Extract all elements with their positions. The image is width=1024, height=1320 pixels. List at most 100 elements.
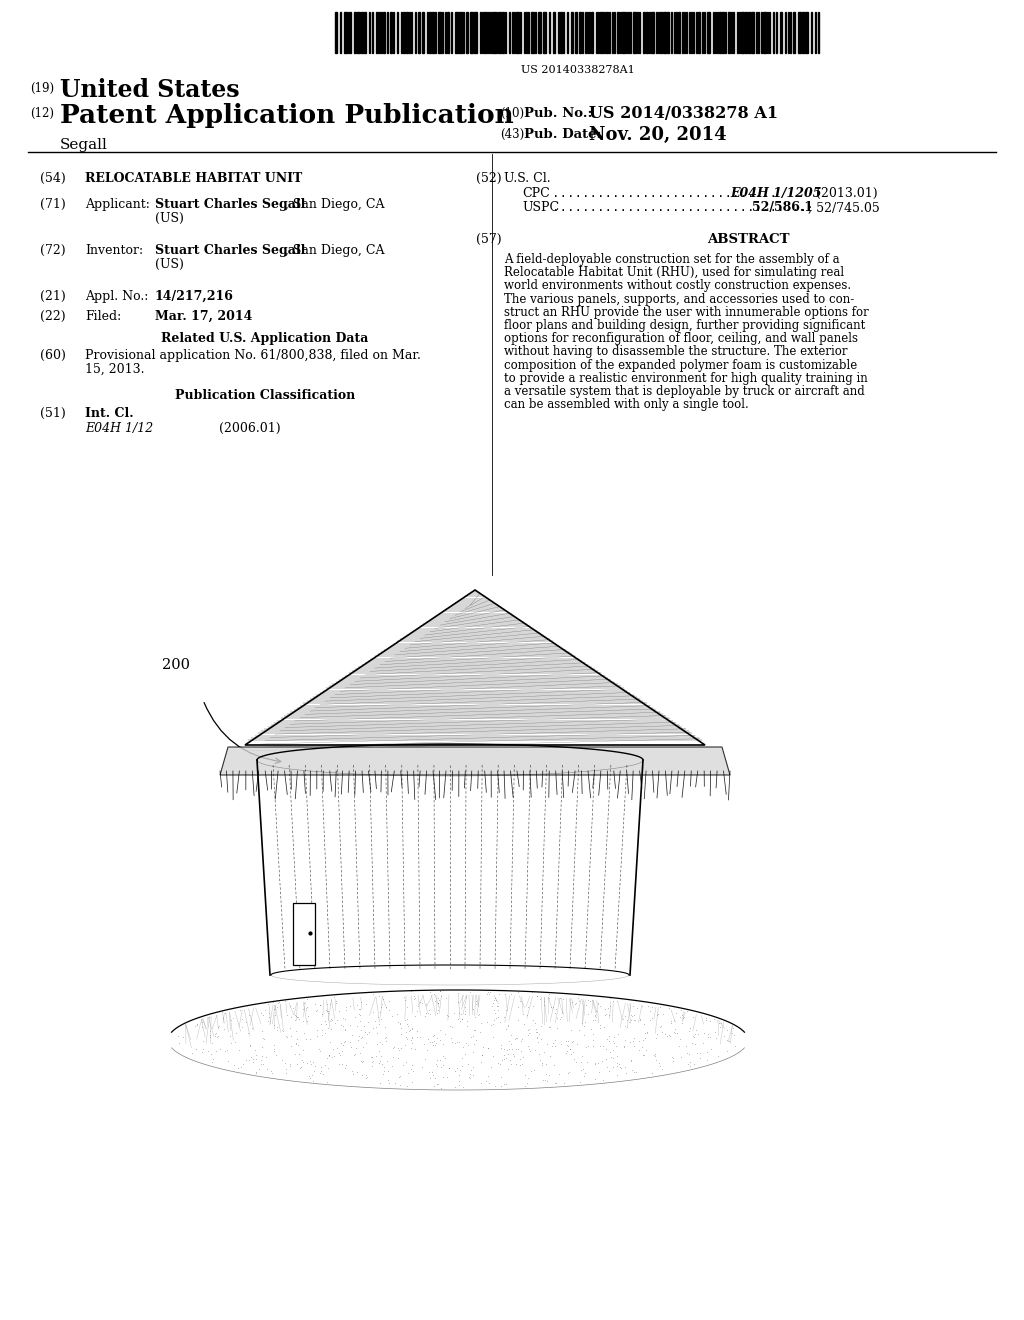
Text: (US): (US) [155, 257, 184, 271]
Bar [798, 12, 801, 53]
Bar [383, 12, 385, 53]
Bar [780, 12, 782, 53]
Text: RELOCATABLE HABITAT UNIT: RELOCATABLE HABITAT UNIT [85, 172, 302, 185]
Bar [432, 12, 434, 53]
Text: (51): (51) [40, 407, 66, 420]
Bar [538, 12, 541, 53]
Text: (19): (19) [30, 82, 54, 95]
Bar [617, 12, 618, 53]
Text: (2013.01): (2013.01) [812, 187, 878, 201]
Bar [667, 12, 669, 53]
Bar [591, 12, 593, 53]
Text: A field-deployable construction set for the assembly of a: A field-deployable construction set for … [504, 253, 840, 267]
Polygon shape [245, 590, 705, 744]
Bar [579, 12, 581, 53]
Text: (2006.01): (2006.01) [175, 422, 281, 436]
Bar [805, 12, 808, 53]
Bar [354, 12, 356, 53]
Bar [543, 12, 546, 53]
Bar [438, 12, 441, 53]
Bar [745, 12, 746, 53]
Bar [663, 12, 666, 53]
Text: Publication Classification: Publication Classification [175, 389, 355, 403]
Bar [406, 12, 408, 53]
Text: world environments without costly construction expenses.: world environments without costly constr… [504, 280, 851, 293]
Bar [335, 12, 337, 53]
Text: can be assembled with only a single tool.: can be assembled with only a single tool… [504, 399, 749, 412]
Text: a versatile system that is deployable by truck or aircraft and: a versatile system that is deployable by… [504, 385, 864, 399]
Text: Stuart Charles Segall: Stuart Charles Segall [155, 198, 305, 211]
Bar [447, 12, 449, 53]
Text: struct an RHU provide the user with innumerable options for: struct an RHU provide the user with innu… [504, 306, 868, 319]
Bar [403, 12, 406, 53]
Text: 15, 2013.: 15, 2013. [85, 363, 144, 376]
Bar [344, 12, 347, 53]
Text: (22): (22) [40, 310, 66, 323]
Bar [643, 12, 645, 53]
Bar [470, 12, 473, 53]
Bar [802, 12, 804, 53]
Text: (43): (43) [500, 128, 524, 141]
Bar [361, 12, 362, 53]
Text: Relocatable Habitat Unit (RHU), used for simulating real: Relocatable Habitat Unit (RHU), used for… [504, 267, 844, 280]
Text: Inventor:: Inventor: [85, 244, 143, 257]
Bar [516, 12, 519, 53]
Bar [422, 12, 424, 53]
Text: (60): (60) [40, 348, 66, 362]
Text: (52): (52) [476, 172, 502, 185]
Text: CPC: CPC [522, 187, 550, 201]
Text: Stuart Charles Segall: Stuart Charles Segall [155, 244, 305, 257]
Bar [493, 12, 496, 53]
Text: U.S. Cl.: U.S. Cl. [504, 172, 551, 185]
Bar [376, 12, 378, 53]
Text: E04H 1/1205: E04H 1/1205 [730, 187, 821, 201]
Text: 52/586.1: 52/586.1 [752, 201, 813, 214]
Text: (54): (54) [40, 172, 66, 185]
Text: (21): (21) [40, 290, 66, 304]
Text: floor plans and building design, further providing significant: floor plans and building design, further… [504, 319, 865, 333]
Text: Related U.S. Application Data: Related U.S. Application Data [162, 333, 369, 345]
Text: (72): (72) [40, 244, 66, 257]
Bar [728, 12, 730, 53]
Bar [793, 12, 795, 53]
Text: 14/217,216: 14/217,216 [155, 290, 233, 304]
Text: E04H 1/12: E04H 1/12 [85, 422, 154, 436]
Bar [622, 12, 625, 53]
Text: Segall: Segall [60, 139, 108, 152]
Bar [499, 12, 501, 53]
Text: ABSTRACT: ABSTRACT [707, 234, 790, 246]
Text: composition of the expanded polymer foam is customizable: composition of the expanded polymer foam… [504, 359, 857, 372]
Text: Pub. No.:: Pub. No.: [524, 107, 593, 120]
Text: US 20140338278A1: US 20140338278A1 [520, 65, 635, 75]
Text: ..............................: .............................. [552, 187, 777, 201]
Bar [633, 12, 636, 53]
Bar [553, 12, 555, 53]
Bar [364, 12, 366, 53]
Bar [748, 12, 750, 53]
Bar [698, 12, 700, 53]
Text: Nov. 20, 2014: Nov. 20, 2014 [589, 125, 727, 144]
Bar [722, 12, 724, 53]
Text: Appl. No.:: Appl. No.: [85, 290, 148, 304]
Bar [455, 12, 458, 53]
Text: (US): (US) [155, 213, 184, 224]
Bar [600, 12, 603, 53]
Text: Mar. 17, 2014: Mar. 17, 2014 [155, 310, 252, 323]
Bar [660, 12, 662, 53]
Text: Filed:: Filed: [85, 310, 121, 323]
Text: The various panels, supports, and accessories used to con-: The various panels, supports, and access… [504, 293, 854, 306]
Text: options for reconfiguration of floor, ceiling, and wall panels: options for reconfiguration of floor, ce… [504, 333, 858, 346]
Text: , San Diego, CA: , San Diego, CA [285, 244, 384, 257]
Bar [502, 12, 504, 53]
Text: ; 52/745.05: ; 52/745.05 [808, 201, 880, 214]
Bar [357, 12, 360, 53]
Text: , San Diego, CA: , San Diego, CA [285, 198, 384, 211]
Bar [293, 903, 315, 965]
Bar [646, 12, 648, 53]
Text: US 2014/0338278 A1: US 2014/0338278 A1 [589, 106, 778, 121]
Bar [575, 12, 577, 53]
Bar [707, 12, 710, 53]
Text: to provide a realistic environment for high quality training in: to provide a realistic environment for h… [504, 372, 867, 385]
Bar [560, 12, 562, 53]
Text: without having to disassemble the structure. The exterior: without having to disassemble the struct… [504, 346, 848, 359]
